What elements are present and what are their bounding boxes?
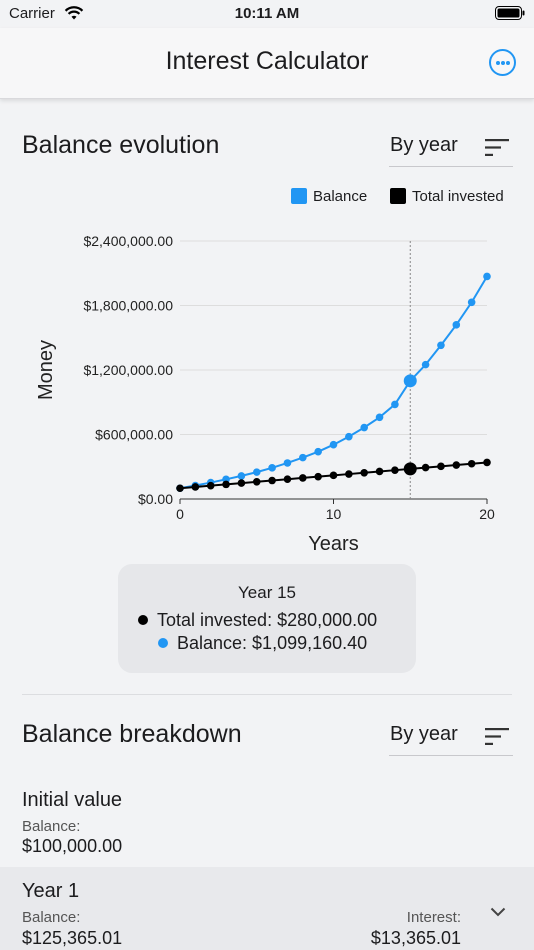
y-axis-title: Money bbox=[35, 340, 57, 400]
legend-balance-swatch bbox=[291, 188, 307, 204]
data-point bbox=[467, 459, 476, 468]
page-title: Interest Calculator bbox=[165, 47, 369, 75]
data-point bbox=[483, 458, 491, 467]
data-point bbox=[360, 423, 369, 432]
tooltip-title: Year 15 bbox=[238, 583, 296, 602]
list-item-year-1[interactable]: Year 1 Balance: $125,365.01 Interest: $1… bbox=[0, 867, 534, 950]
x-axis-title: Years bbox=[308, 533, 358, 555]
invested-dot-icon bbox=[138, 615, 148, 625]
evolution-period-select[interactable]: By year bbox=[389, 127, 513, 167]
x-tick-label: 0 bbox=[176, 506, 184, 522]
data-point bbox=[375, 467, 384, 476]
data-point bbox=[329, 440, 338, 449]
wifi-icon bbox=[64, 6, 84, 20]
data-point bbox=[483, 272, 491, 281]
balance-dot-icon bbox=[158, 638, 168, 648]
data-point bbox=[452, 461, 461, 469]
x-tick-label: 20 bbox=[479, 506, 495, 522]
data-point bbox=[237, 472, 246, 480]
data-point bbox=[176, 484, 184, 493]
data-point bbox=[206, 481, 215, 490]
balance-value: $100,000.00 bbox=[22, 836, 123, 856]
data-point bbox=[403, 462, 417, 476]
data-point bbox=[237, 479, 246, 487]
x-tick-label: 10 bbox=[326, 506, 342, 522]
data-point bbox=[375, 413, 384, 422]
balance-evolution-title: Balance evolution bbox=[22, 131, 220, 159]
data-point bbox=[283, 459, 292, 467]
data-point bbox=[345, 470, 353, 478]
data-point bbox=[391, 400, 399, 409]
data-point bbox=[421, 463, 430, 472]
more-dot-icon bbox=[500, 61, 505, 65]
data-point bbox=[191, 483, 200, 491]
status-bar: Carrier 10:11 AM bbox=[0, 0, 534, 28]
data-point bbox=[314, 447, 322, 456]
data-point bbox=[360, 468, 369, 477]
interest-label: Interest: bbox=[406, 909, 461, 926]
balance-value: $125,365.01 bbox=[22, 928, 123, 948]
sort-icon bbox=[485, 139, 509, 156]
sort-icon bbox=[485, 728, 509, 745]
more-dot-icon bbox=[505, 61, 510, 65]
tooltip-invested: Total invested: $280,000.00 bbox=[157, 610, 378, 630]
data-point bbox=[329, 471, 338, 480]
data-point bbox=[252, 468, 261, 476]
data-point bbox=[437, 462, 445, 471]
data-point bbox=[299, 453, 307, 462]
row-heading: Year 1 bbox=[22, 880, 80, 902]
battery-icon bbox=[495, 6, 525, 20]
data-point bbox=[391, 466, 399, 474]
y-tick-label: $1,200,000.00 bbox=[83, 362, 173, 378]
section-divider bbox=[22, 694, 512, 695]
data-point bbox=[283, 475, 292, 484]
row-heading: Initial value bbox=[22, 789, 123, 811]
chart-plot[interactable]: $0.00 $600,000.00 $1,200,000.00 $1,800,000.… bbox=[0, 180, 534, 560]
breakdown-period-label: By year bbox=[390, 723, 458, 745]
y-tick-label: $600,000.00 bbox=[95, 427, 173, 443]
legend-invested-swatch bbox=[390, 188, 406, 204]
data-point bbox=[437, 341, 445, 350]
data-point bbox=[252, 478, 261, 486]
data-point bbox=[314, 472, 322, 481]
data-point bbox=[299, 474, 307, 482]
y-tick-label: $2,400,000.00 bbox=[83, 233, 173, 249]
tooltip-balance: Balance: $1,099,160.40 bbox=[177, 633, 368, 653]
evolution-period-label: By year bbox=[390, 134, 458, 156]
legend-invested-label: Total invested bbox=[412, 188, 504, 205]
y-tick-label: $0.00 bbox=[138, 491, 173, 507]
balance-chart: Balance Total invested $0.00 $600,000.00 $… bbox=[0, 180, 534, 560]
data-point bbox=[345, 432, 353, 441]
interest-value: $13,365.01 bbox=[370, 928, 461, 948]
clock: 10:11 AM bbox=[234, 5, 300, 22]
balance-label: Balance: bbox=[22, 909, 81, 926]
more-dot-icon bbox=[495, 61, 500, 65]
legend-balance-label: Balance bbox=[313, 188, 368, 205]
chevron-down-icon[interactable] bbox=[490, 907, 506, 917]
list-item-initial: Initial value Balance: $100,000.00 bbox=[0, 775, 534, 867]
tooltip-invested-row: Total invested: $280,000.00 bbox=[138, 610, 377, 631]
balance-breakdown-title: Balance breakdown bbox=[22, 720, 242, 748]
navigation-bar: Interest Calculator bbox=[0, 28, 534, 99]
data-point bbox=[467, 298, 476, 307]
chart-tooltip: Year 15 Total invested: $280,000.00 Bala… bbox=[118, 564, 416, 673]
data-point bbox=[452, 321, 461, 329]
series-line bbox=[179, 275, 488, 490]
data-point bbox=[222, 480, 230, 489]
data-point bbox=[268, 476, 276, 485]
y-tick-label: $1,800,000.00 bbox=[83, 298, 173, 314]
tooltip-balance-row: Balance: $1,099,160.40 bbox=[158, 633, 367, 654]
balance-label: Balance: bbox=[22, 818, 81, 835]
more-options-button[interactable] bbox=[489, 49, 516, 76]
data-point bbox=[403, 374, 417, 388]
data-point bbox=[421, 360, 430, 369]
breakdown-period-select[interactable]: By year bbox=[389, 716, 513, 756]
carrier-label: Carrier bbox=[9, 5, 55, 22]
data-point bbox=[268, 464, 276, 472]
